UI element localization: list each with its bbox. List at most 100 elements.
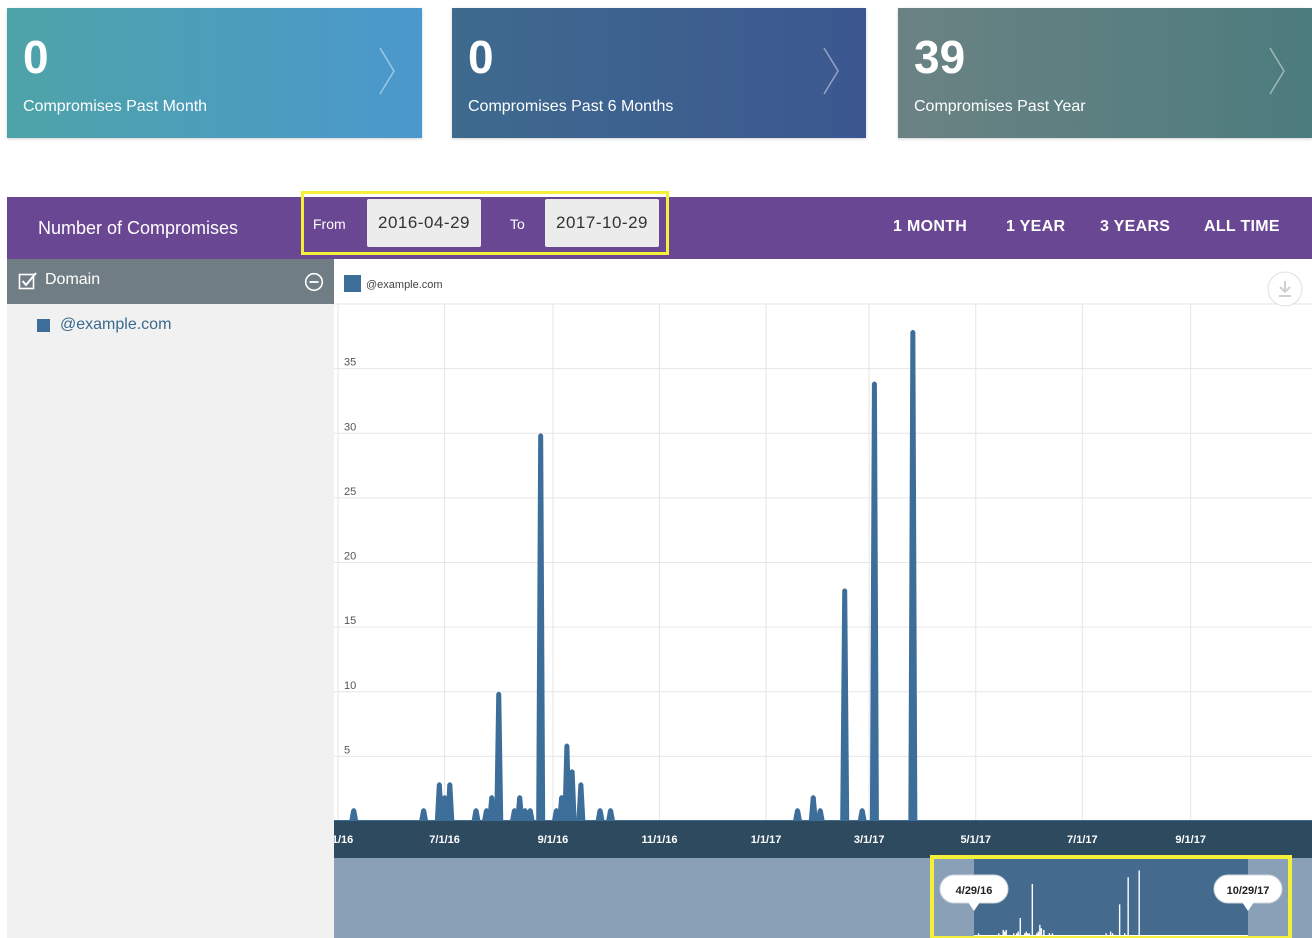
chart-legend[interactable]: @example.com (344, 275, 443, 292)
x-tick-label: 5/1/17 (960, 834, 991, 846)
series-area (334, 329, 1312, 821)
domain-sidebar-header: Domain (7, 259, 334, 304)
x-tick-label: 1/1/17 (751, 834, 782, 846)
series-spike (606, 808, 616, 821)
series-spike (445, 782, 455, 821)
range-all-time-button[interactable]: ALL TIME (1204, 218, 1280, 235)
navigator-spike (1118, 904, 1121, 935)
navigator-spike (1004, 931, 1006, 935)
range-navigator[interactable]: 4/29/16 10/29/17 (334, 855, 1312, 938)
y-tick-label: 25 (344, 486, 356, 498)
x-tick-label: 7/1/17 (1067, 834, 1098, 846)
compromises-chart[interactable]: @example.com 5 10 15 20 25 30 35 5/1/16 7/1/16 9… (334, 259, 1312, 938)
navigator-spike (1138, 870, 1140, 935)
domain-list-item[interactable]: @example.com (37, 316, 171, 334)
navigator-spike (1048, 933, 1051, 935)
series-spike (494, 691, 504, 821)
range-3-years-button[interactable]: 3 YEARS (1100, 218, 1171, 235)
date-range-highlight: From 2016-04-29 To 2017-10-29 (301, 191, 669, 255)
navigator-spike (1024, 933, 1026, 935)
chart-title: Number of Compromises (38, 218, 239, 238)
navigator-start-handle[interactable]: 4/29/16 (939, 874, 1009, 911)
chevron-right-icon (379, 47, 395, 95)
series-spike (908, 329, 918, 821)
card-label: Compromises Past Month (23, 98, 208, 115)
card-label: Compromises Past Year (914, 98, 1086, 115)
series-swatch (37, 318, 50, 332)
series-spike (536, 433, 546, 821)
series-spike (576, 782, 586, 821)
y-tick-label: 35 (344, 357, 356, 369)
domain-header-label: Domain (45, 271, 101, 288)
chevron-right-icon (823, 47, 839, 95)
legend-series-label: @example.com (366, 279, 443, 291)
y-tick-label: 10 (344, 680, 356, 692)
handle-label: 10/29/17 (1227, 885, 1270, 897)
series-spike (840, 588, 850, 821)
x-axis-band (334, 821, 1312, 858)
navigator-spike (1028, 933, 1031, 935)
domain-sidebar: Domain @example.com (7, 259, 334, 938)
x-tick-label: 9/1/16 (538, 834, 569, 846)
compromises-past-6-months-card[interactable]: 0 Compromises Past 6 Months (452, 8, 866, 138)
download-icon (1279, 281, 1291, 297)
navigator-spike (1051, 933, 1054, 935)
chevron-right-icon (1269, 47, 1285, 95)
series-spike (419, 808, 429, 821)
navigator-spike (1005, 929, 1007, 935)
series-spike (487, 795, 497, 821)
navigator-spike (1109, 931, 1112, 935)
navigator-spike (1111, 933, 1114, 935)
navigator-spike (1016, 933, 1018, 935)
to-date-input[interactable]: 2017-10-29 (545, 199, 659, 247)
collapse-minus-icon[interactable] (304, 272, 324, 292)
series-spike (567, 769, 577, 821)
y-tick-label: 20 (344, 551, 356, 563)
series-spike (349, 808, 359, 821)
series-spike (595, 808, 605, 821)
series-spike (525, 808, 535, 821)
legend-swatch (344, 275, 361, 292)
card-label: Compromises Past 6 Months (468, 98, 674, 115)
navigator-spike (1031, 884, 1034, 935)
navigator-spike (1039, 924, 1041, 935)
navigator-spike (1027, 933, 1029, 935)
navigator-spike (1036, 933, 1038, 935)
chart-grid (334, 303, 1312, 821)
range-1-year-button[interactable]: 1 YEAR (1006, 218, 1066, 235)
y-axis: 5 10 15 20 25 30 35 (344, 357, 356, 757)
from-label: From (313, 216, 346, 232)
navigator-spike (1105, 933, 1107, 935)
navigator-spike (1019, 918, 1021, 935)
navigator-spike (1123, 933, 1126, 935)
checkbox-checked-icon[interactable] (18, 271, 38, 291)
navigator-spike (997, 933, 1000, 935)
x-tick-label: 5/1/16 (334, 834, 353, 846)
handle-pointer (968, 902, 980, 911)
card-value: 0 (23, 31, 49, 83)
navigator-highlight (930, 855, 1292, 938)
x-tick-label: 9/1/17 (1175, 834, 1206, 846)
compromises-past-year-card[interactable]: 39 Compromises Past Year (898, 8, 1312, 138)
y-tick-label: 15 (344, 615, 356, 627)
series-spike (808, 795, 818, 821)
compromises-past-month-card[interactable]: 0 Compromises Past Month (7, 8, 422, 138)
y-tick-label: 5 (344, 744, 350, 756)
domain-item-label: @example.com (60, 316, 172, 333)
from-date-input[interactable]: 2016-04-29 (367, 199, 481, 247)
range-1-month-button[interactable]: 1 MONTH (893, 218, 968, 235)
navigator-spike (1127, 877, 1129, 935)
download-button[interactable] (1267, 271, 1303, 307)
navigator-spike (1013, 933, 1015, 935)
card-value: 0 (468, 31, 494, 83)
series-spike (793, 808, 803, 821)
navigator-spike (1002, 929, 1004, 935)
x-tick-label: 7/1/16 (429, 834, 460, 846)
y-tick-label: 30 (344, 421, 356, 433)
series-spike (857, 808, 867, 821)
navigator-end-handle[interactable]: 10/29/17 (1213, 874, 1283, 911)
navigator-spike (1025, 931, 1027, 935)
navigator-selection (974, 858, 1248, 938)
to-label: To (510, 216, 525, 232)
series-spike (471, 808, 481, 821)
